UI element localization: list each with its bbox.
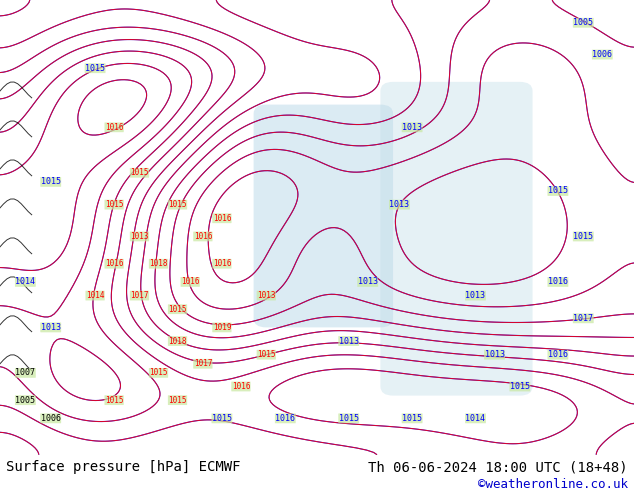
Text: 1014: 1014 (86, 291, 105, 300)
Text: 1006: 1006 (41, 414, 61, 423)
Text: 1015: 1015 (105, 395, 124, 405)
Text: Surface pressure [hPa] ECMWF: Surface pressure [hPa] ECMWF (6, 460, 241, 474)
Text: 1016: 1016 (212, 259, 231, 268)
Text: 1015: 1015 (149, 368, 168, 377)
Text: 1005: 1005 (15, 395, 36, 405)
Text: 1016: 1016 (105, 259, 124, 268)
Text: 1015: 1015 (85, 64, 105, 73)
Text: 1013: 1013 (484, 350, 505, 359)
Text: 1006: 1006 (592, 50, 612, 59)
Text: 1013: 1013 (389, 200, 410, 209)
Text: 1017: 1017 (193, 359, 212, 368)
Text: 1019: 1019 (212, 323, 231, 332)
Text: 1015: 1015 (548, 187, 568, 196)
Text: 1015: 1015 (130, 168, 149, 177)
Text: 1013: 1013 (402, 123, 422, 132)
Text: 1005: 1005 (573, 18, 593, 27)
Text: Th 06-06-2024 18:00 UTC (18+48): Th 06-06-2024 18:00 UTC (18+48) (368, 460, 628, 474)
Text: 1013: 1013 (41, 323, 61, 332)
Text: 1016: 1016 (231, 382, 250, 391)
Text: 1016: 1016 (212, 214, 231, 223)
Text: 1015: 1015 (105, 200, 124, 209)
Text: 1013: 1013 (339, 337, 359, 345)
Text: 1015: 1015 (573, 232, 593, 241)
Text: 1016: 1016 (105, 123, 124, 132)
Text: 1017: 1017 (573, 314, 593, 323)
Text: 1018: 1018 (149, 259, 168, 268)
Text: 1015: 1015 (339, 414, 359, 423)
Text: 1014: 1014 (15, 277, 36, 287)
FancyBboxPatch shape (254, 104, 393, 327)
Text: 1013: 1013 (358, 277, 378, 287)
Text: 1015: 1015 (212, 414, 232, 423)
Text: 1016: 1016 (181, 277, 200, 287)
Text: 1015: 1015 (168, 395, 187, 405)
Text: 1013: 1013 (465, 291, 486, 300)
Text: 1016: 1016 (193, 232, 212, 241)
Text: 1015: 1015 (41, 177, 61, 186)
Text: 1016: 1016 (275, 414, 295, 423)
Text: 1015: 1015 (168, 305, 187, 314)
Text: 1015: 1015 (257, 350, 276, 359)
Text: 1013: 1013 (130, 232, 149, 241)
Text: 1015: 1015 (168, 200, 187, 209)
Text: 1013: 1013 (257, 291, 276, 300)
Text: 1015: 1015 (402, 414, 422, 423)
Text: ©weatheronline.co.uk: ©weatheronline.co.uk (477, 478, 628, 490)
Text: 1007: 1007 (15, 368, 36, 377)
Text: 1017: 1017 (130, 291, 149, 300)
Text: 1015: 1015 (510, 382, 530, 391)
Text: 1016: 1016 (548, 350, 568, 359)
Text: 1014: 1014 (465, 414, 486, 423)
Text: 1016: 1016 (548, 277, 568, 287)
FancyBboxPatch shape (380, 82, 533, 395)
Text: 1018: 1018 (168, 337, 187, 345)
